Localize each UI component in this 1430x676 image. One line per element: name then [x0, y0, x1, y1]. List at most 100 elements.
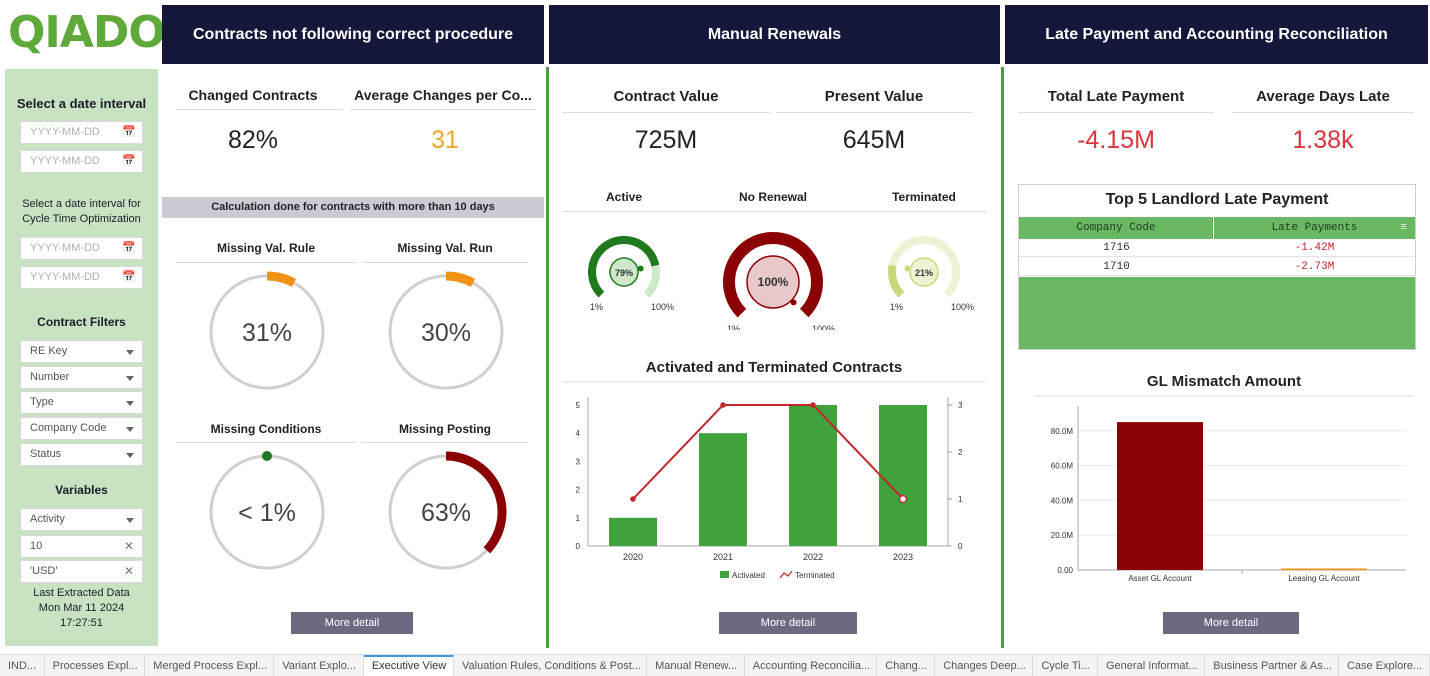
sheet-tab[interactable]: Merged Process Expl...	[145, 655, 275, 676]
banner-procedure: Contracts not following correct procedur…	[162, 5, 544, 64]
more-detail-button-renewals[interactable]: More detail	[719, 612, 857, 634]
active-gauge-label: Active	[605, 190, 643, 204]
banner-renewals: Manual Renewals	[549, 5, 1000, 64]
variable-value: 10	[30, 540, 43, 552]
sheet-tab[interactable]: Manual Renew...	[647, 655, 745, 676]
bar-activated	[879, 405, 927, 546]
panel-divider	[1001, 67, 1004, 648]
last-extracted-date: Mon Mar 11 2024	[38, 602, 125, 614]
calendar-icon: 📅	[122, 271, 136, 283]
more-detail-button-procedure[interactable]: More detail	[291, 612, 413, 634]
y-tick-label: 1	[576, 514, 581, 523]
column-late-payments-label: Late Payments	[1271, 222, 1358, 234]
line-terminated	[632, 404, 904, 500]
gauge-arc	[445, 451, 507, 554]
bar-activated	[699, 433, 747, 546]
divider-line	[1018, 112, 1214, 113]
divider-line	[350, 109, 536, 110]
column-company-code[interactable]: Company Code	[1019, 217, 1214, 239]
more-detail-button-late[interactable]: More detail	[1163, 612, 1299, 634]
filter-number[interactable]: Number	[20, 366, 143, 389]
y-tick-label: 0	[576, 542, 581, 551]
point-terminated	[898, 494, 908, 504]
changed-contracts-label: Changed Contracts	[188, 87, 318, 103]
variable-label: Activity	[30, 513, 65, 525]
x-tick-label: 2022	[803, 552, 823, 562]
y-tick-label: 20.0M	[1051, 531, 1074, 540]
procedure-gauges: 31% 30% < 1% 63%	[209, 271, 507, 570]
gauge-value: 79%	[615, 268, 633, 278]
cycle-end-input[interactable]: YYYY-MM-DD 📅	[20, 266, 143, 289]
y-tick-label: 40.0M	[1051, 496, 1074, 505]
y-tick-label: 80.0M	[1051, 427, 1074, 436]
sheet-tab[interactable]: Business Partner & As...	[1205, 655, 1339, 676]
gauge-label-missing-val-rule: Missing Val. Rule	[216, 241, 316, 255]
filter-status[interactable]: Status	[20, 443, 143, 466]
chart-gl-mismatch: GL Mismatch Amount 0.00 20.0M 40.0M 60.0M 80.…	[1034, 373, 1414, 583]
chart-activated-terminated: Activated and Terminated Contracts 0 1 2 3 4 5…	[562, 359, 986, 580]
gauge-min-label: 1%	[890, 302, 903, 312]
gl-mismatch-chart: GL Mismatch Amount 0.00 20.0M 40.0M 60.0M 80.…	[1034, 373, 1414, 583]
divider-line	[562, 211, 986, 212]
divider-line	[362, 442, 528, 443]
sheet-tab[interactable]: Variant Explo...	[274, 655, 364, 676]
x-tick-label: Asset GL Account	[1128, 574, 1192, 583]
sheet-tab[interactable]: Case Explore...	[1339, 655, 1430, 676]
sheet-tab[interactable]: General Informat...	[1098, 655, 1206, 676]
table-row[interactable]: 1716 -1.42M	[1019, 239, 1415, 257]
clear-icon[interactable]: ✕	[123, 539, 134, 553]
average-changes-value: 31	[431, 126, 459, 154]
divider-line	[176, 262, 356, 263]
y-tick-label: 3	[576, 457, 581, 466]
column-late-payments[interactable]: Late Payments ≡	[1214, 217, 1415, 239]
sheet-tab[interactable]: Processes Expl...	[45, 655, 146, 676]
date-start-input[interactable]: YYYY-MM-DD 📅	[20, 121, 143, 144]
y2-tick-label: 3	[958, 401, 963, 410]
variable-currency-input[interactable]: 'USD' ✕	[20, 560, 143, 583]
no-renewal-gauge-label: No Renewal	[738, 190, 807, 204]
filter-type[interactable]: Type	[20, 391, 143, 414]
variable-activity[interactable]: Activity	[20, 508, 143, 531]
date-interval-title: Select a date interval	[16, 96, 147, 111]
sheet-tab[interactable]: Chang...	[877, 655, 936, 676]
gauge-value: 63%	[421, 499, 471, 527]
sheet-tab[interactable]: Changes Deep...	[935, 655, 1034, 676]
sheet-tab[interactable]: Cycle Ti...	[1033, 655, 1098, 676]
gauge-missing-val-rule: 31%	[209, 271, 325, 390]
sheet-tab[interactable]: Executive View	[363, 655, 455, 676]
gauge-center	[909, 257, 939, 287]
divider-line	[176, 442, 356, 443]
table-row[interactable]: 1710 -2.73M	[1019, 258, 1415, 276]
chevron-down-icon	[126, 453, 134, 458]
filter-label: Status	[30, 448, 62, 460]
variable-days-input[interactable]: 10 ✕	[20, 535, 143, 558]
gauge-terminated: 21% 1% 100%	[888, 236, 974, 312]
total-late-payment-label: Total Late Payment	[1047, 88, 1185, 105]
terminated-gauge-label: Terminated	[892, 190, 956, 204]
x-tick-label: 2021	[713, 552, 733, 562]
filter-label: Type	[30, 396, 54, 408]
chevron-down-icon	[126, 518, 134, 523]
sheet-tab[interactable]: Accounting Reconcilia...	[745, 655, 878, 676]
sort-icon[interactable]: ≡	[1400, 222, 1407, 234]
sheet-tab[interactable]: IND...	[0, 655, 45, 676]
filter-company-code[interactable]: Company Code	[20, 417, 143, 440]
date-end-input[interactable]: YYYY-MM-DD 📅	[20, 150, 143, 173]
filter-sidebar: Select a date interval YYYY-MM-DD 📅 YYYY-…	[5, 69, 158, 646]
variable-value: 'USD'	[30, 565, 58, 577]
changed-contracts-value: 82%	[227, 126, 279, 154]
chevron-down-icon	[126, 401, 134, 406]
clear-icon[interactable]: ✕	[123, 564, 134, 578]
sheet-tab[interactable]: Valuation Rules, Conditions & Post...	[454, 655, 648, 676]
cell-late-payment: -2.73M	[1294, 261, 1335, 273]
sheet-tab-bar: IND... Processes Expl... Merged Process Ex…	[0, 654, 1430, 676]
chevron-down-icon	[126, 376, 134, 381]
cycle-start-input[interactable]: YYYY-MM-DD 📅	[20, 237, 143, 260]
contract-filters-title: Contract Filters	[37, 315, 126, 329]
gauge-value: 100%	[758, 275, 789, 289]
cycle-end-placeholder: YYYY-MM-DD	[30, 271, 100, 283]
filter-re-key[interactable]: RE Key	[20, 340, 143, 363]
cell-company-code: 1710	[1103, 261, 1130, 273]
point-terminated	[720, 402, 726, 408]
filter-label: RE Key	[30, 345, 68, 357]
